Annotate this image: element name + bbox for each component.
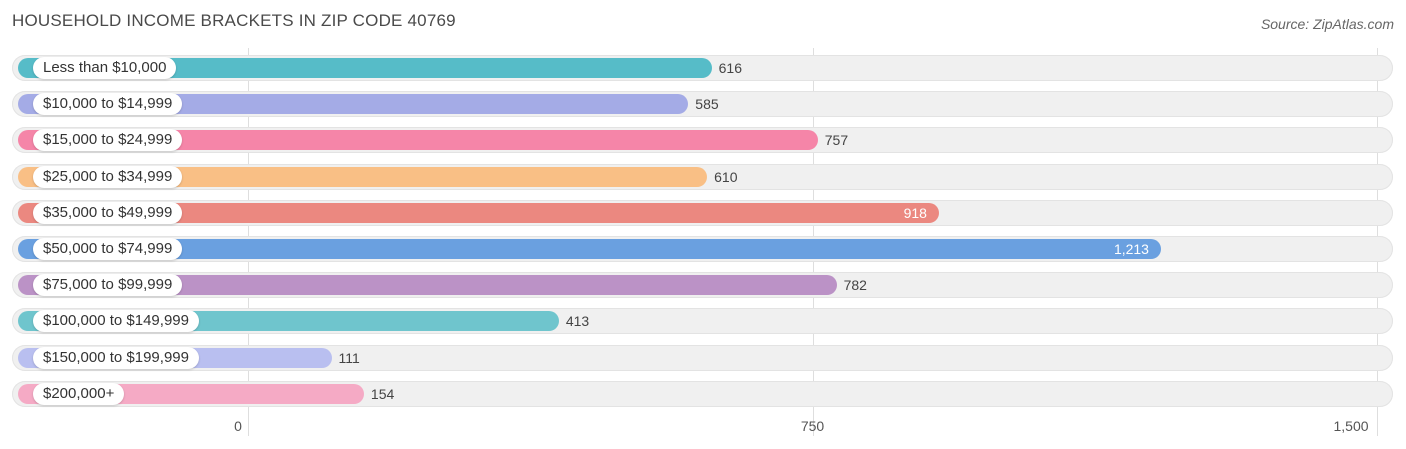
category-label: $25,000 to $34,999	[33, 165, 183, 188]
category-label: $100,000 to $149,999	[33, 310, 199, 333]
category-label: $200,000+	[33, 382, 125, 405]
category-label: $50,000 to $74,999	[33, 238, 183, 260]
bar	[18, 94, 689, 115]
category-label: $35,000 to $49,999	[33, 201, 183, 224]
value-label: 1,213	[1113, 241, 1149, 257]
bar	[18, 58, 712, 78]
value-label: 918	[903, 204, 927, 221]
category-label: $10,000 to $14,999	[33, 93, 183, 116]
value-label: 610	[714, 168, 738, 185]
category-label: Less than $10,000	[33, 57, 177, 79]
bar	[18, 239, 1161, 259]
chart-title: HOUSEHOLD INCOME BRACKETS IN ZIP CODE 40…	[12, 11, 456, 30]
value-label: 757	[824, 132, 849, 149]
value-label: 585	[695, 96, 719, 113]
category-label: $15,000 to $24,999	[33, 129, 183, 152]
bar	[18, 275, 837, 296]
source-label: Source: ZipAtlas.com	[1260, 16, 1394, 32]
value-label: 154	[370, 385, 395, 402]
x-tick-label: 1,500	[1333, 418, 1369, 434]
bar	[18, 166, 708, 187]
bar	[18, 202, 939, 223]
bar	[18, 130, 818, 151]
value-label: 111	[338, 349, 360, 366]
x-tick-label: 0	[234, 418, 242, 434]
value-label: 413	[565, 313, 590, 330]
value-label: 616	[718, 60, 742, 76]
category-label: $150,000 to $199,999	[33, 346, 199, 369]
value-label: 782	[843, 277, 867, 294]
x-tick-label: 750	[800, 418, 825, 434]
category-label: $75,000 to $99,999	[33, 274, 183, 297]
